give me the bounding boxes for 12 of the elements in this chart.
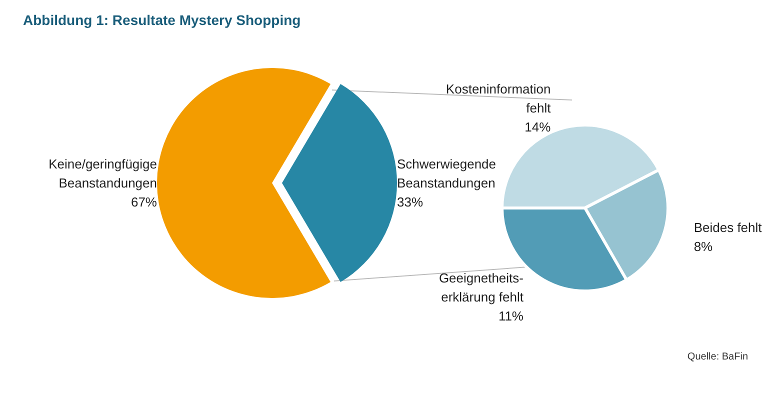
slice-label: Beides fehlt [694, 220, 762, 236]
slice-label: Schwerwiegende Beanstandungen [397, 156, 496, 190]
slice-label: Keine/geringfügige Beanstandungen [48, 156, 157, 190]
slice-label: Geeignetheits- erklärung fehlt [438, 270, 524, 305]
data-label: 11% [498, 308, 524, 324]
chart-title: Abbildung 1: Resultate Mystery Shopping [23, 12, 301, 28]
data-label: 8% [694, 239, 714, 254]
slice-label: Kosteninformation fehlt [446, 81, 552, 116]
data-label: 33% [397, 194, 424, 210]
data-label: 14% [524, 119, 552, 134]
data-label: 67% [130, 194, 158, 210]
source-note: Quelle: BaFin [687, 352, 748, 362]
